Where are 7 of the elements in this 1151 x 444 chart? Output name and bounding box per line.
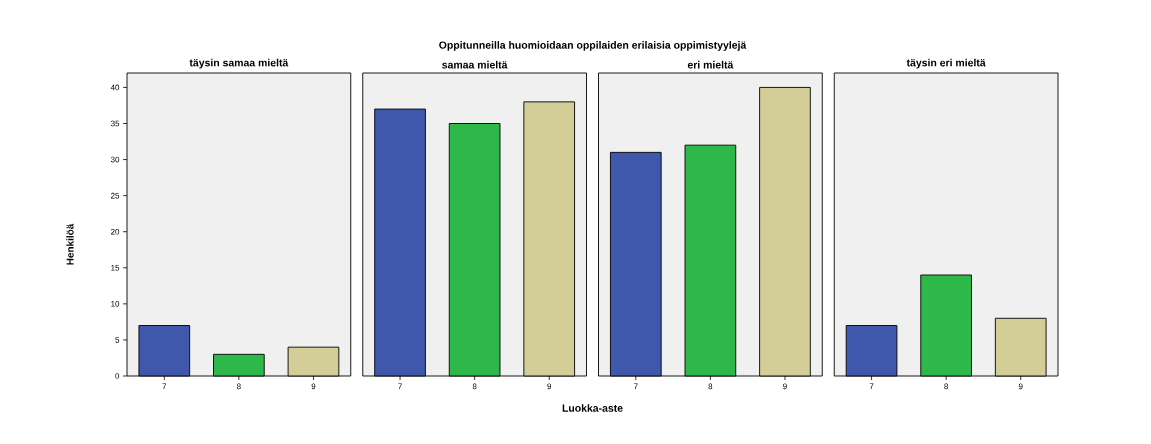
y-axis-title: Henkilöä	[66, 223, 74, 265]
x-axis-title: Luokka-aste	[562, 404, 623, 412]
chart-subtitle: täysin samaa mieltä	[189, 58, 289, 69]
chart-subtitle: eri mieltä	[687, 60, 734, 69]
chart-title: Oppitunneilla huomioidaan oppilaiden erilaisia oppimistyylejä	[439, 41, 747, 51]
chart-subtitle: samaa mieltä	[442, 60, 508, 69]
chart-subtitle: täysin eri mieltä	[906, 58, 986, 69]
